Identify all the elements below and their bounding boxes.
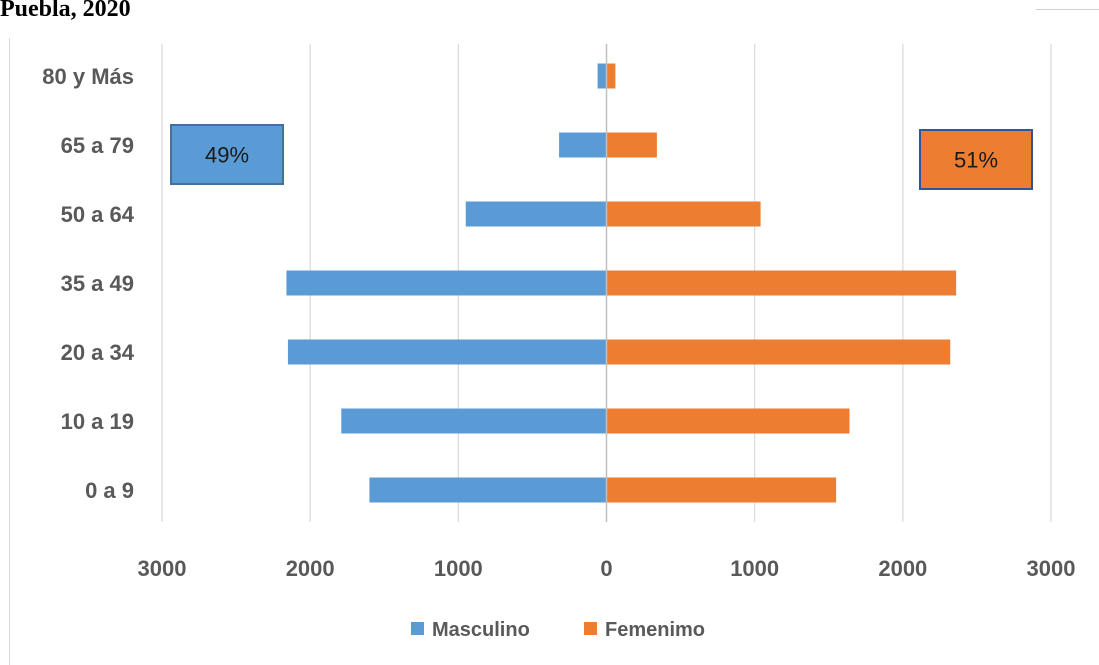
y-tick-label: 50 a 64 [61, 202, 135, 227]
x-tick-label: 0 [600, 556, 612, 581]
y-tick-label: 35 a 49 [61, 271, 134, 296]
bar-masculino-3 [286, 270, 607, 296]
bar-femenimo-4 [606, 339, 951, 365]
bar-femenimo-1 [606, 132, 657, 158]
bar-masculino-0 [597, 63, 607, 89]
bar-masculino-6 [369, 477, 607, 503]
y-tick-label: 0 a 9 [85, 478, 134, 503]
annotations: 49% 51% [170, 124, 1033, 190]
y-tick-labels: 80 y Más 65 a 79 50 a 64 35 a 49 20 a 34 10 a… [42, 64, 134, 503]
legend-swatch-femenimo [584, 622, 597, 635]
bar-femenimo-2 [606, 201, 761, 227]
bar-masculino-1 [559, 132, 607, 158]
page-corner-rule [1036, 9, 1099, 10]
x-tick-label: 3000 [138, 556, 187, 581]
bar-femenimo-5 [606, 408, 850, 434]
legend-label-femenimo: Femenimo [605, 619, 705, 641]
bar-masculino-2 [465, 201, 607, 227]
page-left-border [9, 38, 10, 665]
x-tick-label: 3000 [1027, 556, 1076, 581]
y-tick-label: 80 y Más [42, 64, 134, 89]
x-tick-labels: 3000 2000 1000 0 1000 2000 3000 [138, 556, 1076, 581]
y-tick-label: 65 a 79 [61, 133, 134, 158]
annotation-box-femenimo [919, 129, 1033, 190]
bar-masculino-5 [341, 408, 607, 434]
x-tick-label: 2000 [878, 556, 927, 581]
bar-femenimo-6 [606, 477, 837, 503]
chart-title: Puebla, 2020 [0, 0, 131, 22]
x-tick-label: 2000 [286, 556, 335, 581]
bar-femenimo-0 [606, 63, 616, 89]
annotation-box-masculino [170, 124, 284, 185]
x-tick-label: 1000 [434, 556, 483, 581]
annotation-text-masculino: 49% [205, 143, 249, 168]
bars [286, 63, 957, 503]
legend-swatch-masculino [411, 622, 424, 635]
bar-femenimo-3 [606, 270, 957, 296]
x-tick-label: 1000 [730, 556, 779, 581]
annotation-text-femenimo: 51% [954, 148, 998, 173]
legend: Masculino Femenimo [411, 619, 705, 641]
y-tick-label: 10 a 19 [61, 409, 134, 434]
legend-label-masculino: Masculino [432, 619, 530, 641]
bar-masculino-4 [287, 339, 607, 365]
y-tick-label: 20 a 34 [61, 340, 135, 365]
